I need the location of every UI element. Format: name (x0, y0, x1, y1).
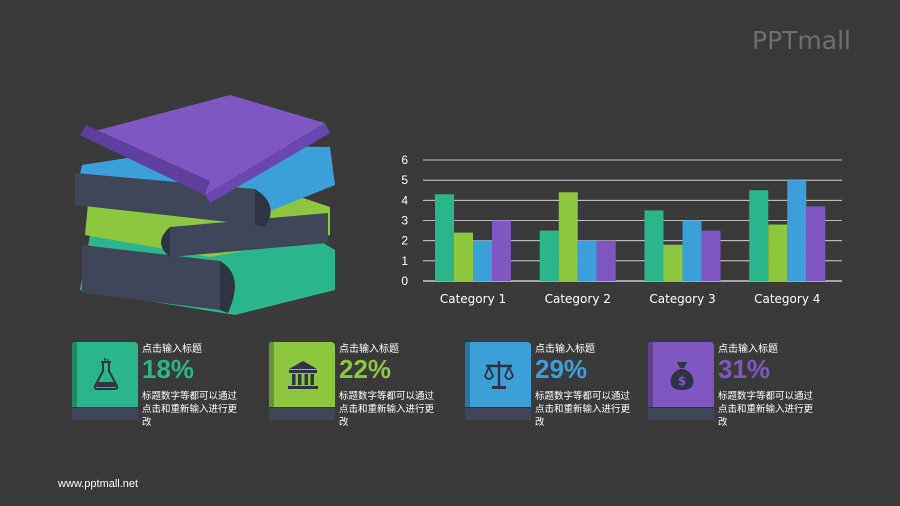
x-category-label: Category 2 (545, 292, 611, 306)
y-tick-label: 5 (401, 173, 408, 187)
bar (558, 192, 578, 281)
bar (749, 190, 769, 281)
bar (539, 230, 559, 281)
bar (663, 244, 683, 281)
card-description: 标题数字等都可以通过点击和重新输入进行更改 (535, 391, 631, 428)
card-percent: 22% (339, 354, 392, 384)
chart-bars (435, 180, 826, 281)
y-tick-label: 2 (401, 234, 408, 248)
y-tick-label: 0 (401, 274, 408, 288)
scales-icon (482, 358, 516, 392)
brand-logo: PPTmall (752, 26, 851, 55)
money-bag-icon: $ (665, 358, 699, 392)
card-title: 点击输入标题 (535, 344, 595, 355)
stat-card: 点击输入标题 18% 标题数字等都可以通过点击和重新输入进行更改 (72, 340, 282, 428)
book-icon (269, 342, 335, 420)
card-percent: 31% (718, 354, 771, 384)
stat-card: 点击输入标题 22% 标题数字等都可以通过点击和重新输入进行更改 (269, 340, 479, 428)
x-category-label: Category 1 (440, 292, 506, 306)
card-description: 标题数字等都可以通过点击和重新输入进行更改 (142, 391, 238, 428)
card-description: 标题数字等都可以通过点击和重新输入进行更改 (339, 391, 435, 428)
book-icon (465, 342, 531, 420)
bar (596, 240, 616, 281)
bank-icon (286, 358, 320, 392)
x-category-label: Category 4 (754, 292, 820, 306)
chart-y-ticks: 0 1 2 3 4 5 6 (401, 153, 408, 288)
bar (806, 206, 826, 281)
flask-icon (89, 358, 123, 392)
bar (473, 240, 492, 281)
book-icon: $ (648, 342, 714, 420)
bar (768, 224, 788, 281)
y-tick-label: 4 (401, 193, 408, 207)
stat-card: 点击输入标题 29% 标题数字等都可以通过点击和重新输入进行更改 (465, 340, 675, 428)
y-tick-label: 6 (401, 153, 408, 167)
chart-x-categories: Category 1 Category 2 Category 3 Category 4 (440, 292, 821, 306)
x-category-label: Category 3 (649, 292, 715, 306)
card-percent: 18% (142, 354, 195, 384)
bar (701, 230, 721, 281)
card-percent: 29% (535, 354, 588, 384)
bar (644, 210, 664, 281)
bar (787, 180, 807, 281)
card-title: 点击输入标题 (718, 344, 778, 355)
bar (577, 240, 597, 281)
y-tick-label: 3 (401, 214, 408, 228)
footer-url: www.pptmall.net (58, 478, 139, 490)
svg-text:$: $ (678, 374, 686, 388)
card-title: 点击输入标题 (142, 344, 202, 355)
stat-card: $ 点击输入标题 31% 标题数字等都可以通过点击和重新输入进行更改 (648, 340, 858, 428)
card-description: 标题数字等都可以通过点击和重新输入进行更改 (718, 391, 814, 428)
bar (435, 194, 454, 281)
bar (492, 220, 511, 281)
card-title: 点击输入标题 (339, 344, 399, 355)
bar (682, 220, 702, 281)
y-tick-label: 1 (401, 254, 408, 268)
bar (454, 232, 473, 281)
book-icon (72, 342, 138, 420)
book-stack-illustration (75, 95, 335, 315)
